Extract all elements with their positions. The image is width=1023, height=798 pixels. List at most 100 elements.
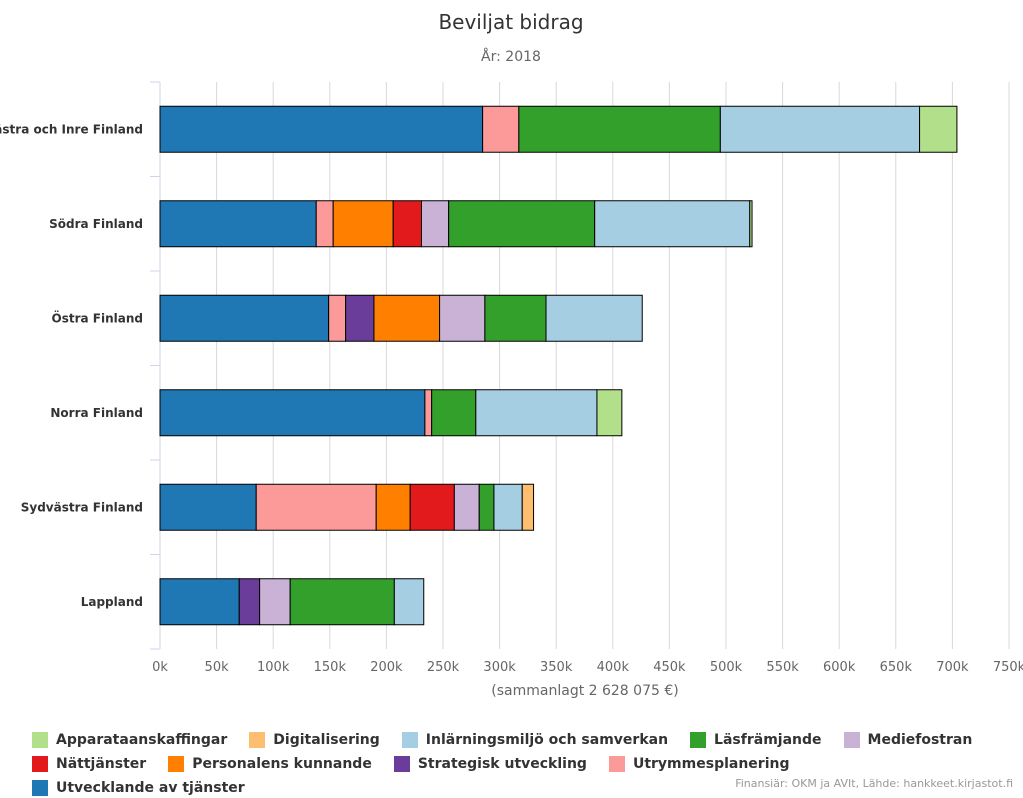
bar-segment[interactable] [478,483,495,531]
bar-segment[interactable] [596,389,623,437]
x-axis-title: (sammanlagt 2 628 075 €) [491,683,678,699]
bar-segment[interactable] [594,200,751,248]
legend-label: Digitalisering [273,732,380,748]
legend-label: Inlärningsmiljö och samverkan [425,732,669,748]
bar-segment[interactable] [159,105,484,153]
legend-swatch [32,732,48,748]
x-tick-label: 550k [766,660,799,675]
bar-segment[interactable] [332,200,394,248]
bar-segment[interactable] [373,294,441,342]
legend-swatch [393,756,410,772]
legend-swatch [32,780,48,796]
legend-swatch [32,756,48,772]
x-tick-label: 300k [483,660,516,675]
bar-segment[interactable] [375,483,411,531]
bar-segment[interactable] [238,578,261,626]
category-label: Sydvästra Finland [21,500,143,514]
x-tick-label: 150k [314,660,347,675]
legend-item[interactable]: Strategisk utveckling [393,754,587,774]
bar-segment[interactable] [749,200,753,248]
legend-item[interactable]: Digitalisering [249,730,380,750]
legend-label: Mediefostran [867,732,973,748]
bar-segment[interactable] [482,105,520,153]
x-tick-label: 50k [205,660,230,675]
legend-item[interactable]: Nättjänster [32,754,146,774]
category-label: Östra Finland [52,310,143,325]
bar-segment[interactable] [545,294,643,342]
y-axis-labels: Västra och Inre Finland Södra Finland Östr… [0,122,143,609]
bar-segment[interactable] [919,105,958,153]
legend: Apparataanskaffingar Digitalisering Inlärn… [32,730,1012,798]
x-tick-label: 700k [936,660,969,675]
bar-segment[interactable] [453,483,480,531]
legend-label: Personalens kunnande [192,756,372,772]
legend-item[interactable]: Läsfrämjande [690,730,822,750]
bar-segment[interactable] [159,578,240,626]
legend-swatch [168,756,185,772]
x-tick-label: 600k [823,660,856,675]
category-label: Västra och Inre Finland [0,122,143,136]
bar-segment[interactable] [289,578,395,626]
bar-segment[interactable] [328,294,347,342]
legend-label: Nättjänster [56,756,147,772]
legend-label: Strategisk utveckling [417,756,587,772]
legend-label: Utrymmesplanering [632,756,790,772]
legend-item[interactable]: Apparataanskaffingar [32,730,227,750]
x-tick-label: 0k [152,660,168,675]
bar-segment[interactable] [255,483,377,531]
x-tick-label: 200k [370,660,403,675]
bar-segment[interactable] [431,389,477,437]
grid [150,81,1010,650]
bar-segment[interactable] [424,389,433,437]
credit: Finansiär: OKM ja AVIt, Lähde: hankkeet.… [735,777,1013,790]
legend-item[interactable]: Utrymmesplanering [608,754,790,774]
legend-label: Utvecklande av tjänster [56,780,245,796]
x-tick-label: 350k [540,660,573,675]
bar-segment[interactable] [493,483,523,531]
legend-swatch [401,732,418,748]
bar-segment[interactable] [259,578,291,626]
legend-swatch [249,732,266,748]
category-label: Södra Finland [49,217,143,231]
bar-segment[interactable] [345,294,375,342]
bar-segment[interactable] [420,200,450,248]
legend-item[interactable]: Inlärningsmiljö och samverkan [401,730,669,750]
x-tick-label: 450k [653,660,686,675]
bar-segment[interactable] [475,389,598,437]
legend-swatch [608,756,625,772]
legend-swatch [843,732,860,748]
bars [159,105,958,626]
bar-segment[interactable] [392,200,422,248]
chart: Beviljat bidrag År: 2018 Västra och Inre… [0,10,1023,699]
legend-label: Apparataanskaffingar [56,732,228,748]
legend-item[interactable]: Mediefostran [843,730,973,750]
category-label: Norra Finland [50,406,143,420]
chart-title: Beviljat bidrag [438,10,583,34]
bar-segment[interactable] [159,483,257,531]
bar-segment[interactable] [159,389,426,437]
x-tick-label: 250k [427,660,460,675]
bar-segment[interactable] [439,294,486,342]
category-label: Lappland [81,595,143,609]
x-tick-label: 650k [880,660,913,675]
bar-segment[interactable] [393,578,425,626]
x-tick-label: 750k [993,660,1023,675]
bar-segment[interactable] [159,294,330,342]
bar-segment[interactable] [484,294,547,342]
x-tick-label: 100k [257,660,290,675]
bar-segment[interactable] [159,200,317,248]
x-tick-label: 400k [597,660,630,675]
bar-segment[interactable] [521,483,535,531]
chart-subtitle: År: 2018 [481,48,541,65]
legend-item[interactable]: Personalens kunnande [168,754,372,774]
bar-segment[interactable] [448,200,596,248]
legend-swatch [690,732,707,748]
bar-segment[interactable] [315,200,334,248]
bar-segment[interactable] [719,105,921,153]
legend-label: Läsfrämjande [714,732,822,748]
legend-items: Apparataanskaffingar Digitalisering Inlärn… [32,730,1012,798]
bar-segment[interactable] [409,483,455,531]
legend-item[interactable]: Utvecklande av tjänster [32,778,245,798]
x-tick-label: 500k [710,660,743,675]
bar-segment[interactable] [518,105,721,153]
